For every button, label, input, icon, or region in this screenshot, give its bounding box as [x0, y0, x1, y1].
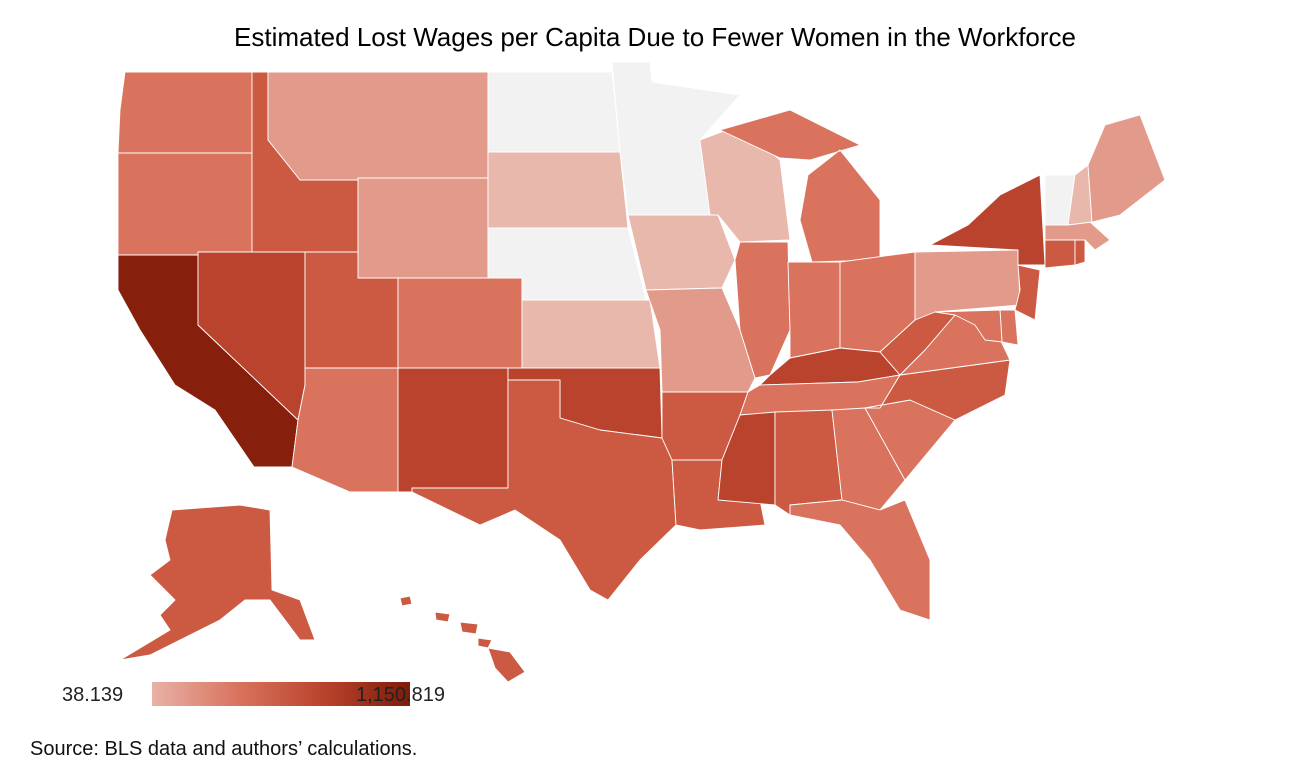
source-note: Source: BLS data and authors’ calculatio… [30, 738, 418, 760]
state-illinois[interactable] [734, 241, 791, 379]
state-oregon[interactable] [117, 152, 253, 256]
state-alaska[interactable] [119, 504, 316, 661]
map-title: Estimated Lost Wages per Capita Due to F… [234, 22, 1076, 52]
legend-max-label: 1,150.819 [356, 684, 445, 706]
state-wyoming[interactable] [357, 177, 489, 279]
state-maryland[interactable] [934, 309, 1003, 343]
state-arizona[interactable] [291, 367, 399, 493]
state-delaware[interactable] [999, 309, 1019, 346]
state-north-dakota[interactable] [487, 71, 621, 153]
state-iowa[interactable] [627, 214, 736, 291]
state-new-jersey[interactable] [1014, 264, 1041, 321]
state-colorado[interactable] [397, 277, 523, 369]
state-connecticut[interactable] [1044, 237, 1076, 269]
state-maine[interactable] [1087, 114, 1166, 223]
state-rhode-island[interactable] [1074, 239, 1086, 266]
state-georgia[interactable] [831, 407, 906, 511]
state-kansas[interactable] [521, 299, 661, 369]
state-washington[interactable] [117, 71, 253, 154]
legend-gradient-bar [152, 682, 410, 706]
state-florida[interactable] [789, 499, 931, 621]
state-hawaii[interactable] [399, 595, 526, 683]
state-missouri[interactable] [645, 287, 756, 393]
state-new-york[interactable] [929, 174, 1046, 266]
state-texas[interactable] [411, 379, 677, 601]
state-south-dakota[interactable] [487, 151, 629, 229]
state-indiana[interactable] [787, 261, 841, 359]
state-montana[interactable] [267, 71, 489, 181]
state-new-mexico[interactable] [397, 367, 509, 493]
state-mississippi[interactable] [717, 411, 776, 506]
legend-min-label: 38.139 [62, 684, 124, 706]
state-pennsylvania[interactable] [914, 249, 1021, 321]
state-alabama[interactable] [774, 409, 843, 516]
